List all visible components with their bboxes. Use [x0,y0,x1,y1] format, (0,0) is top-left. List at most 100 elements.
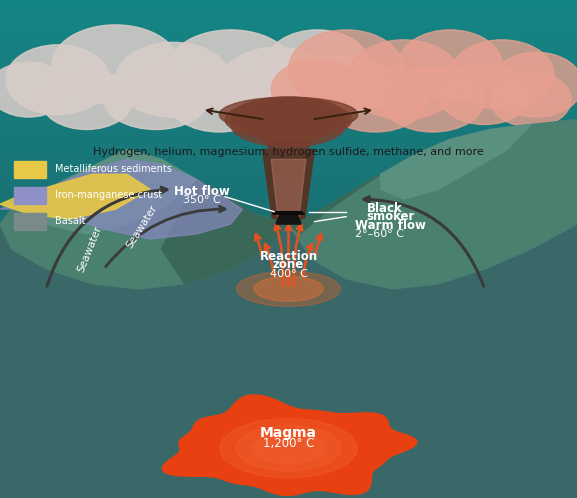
Bar [0,311,577,315]
Ellipse shape [236,425,341,471]
Bar [0,432,577,436]
Ellipse shape [381,67,485,132]
Bar [0,457,577,461]
Bar [0,174,577,178]
Bar [0,187,577,191]
Ellipse shape [6,45,110,115]
Bar [0,407,577,411]
Ellipse shape [242,100,335,139]
Bar [0,58,577,62]
Bar [0,29,577,33]
Bar [0,33,577,37]
Bar [0,377,577,382]
Bar [0,166,577,170]
Bar [0,349,577,353]
Bar [0,427,577,432]
Ellipse shape [346,40,462,120]
Ellipse shape [231,105,346,134]
Bar [0,37,577,41]
Bar [0,87,577,91]
Bar [0,444,577,448]
Bar [0,149,577,153]
Polygon shape [288,174,381,234]
Bar [0,361,577,365]
Text: Reaction: Reaction [260,250,317,263]
Ellipse shape [40,70,133,129]
Text: 400° C: 400° C [269,269,308,279]
Bar [0,224,577,228]
Bar [0,4,577,8]
Bar [0,158,577,162]
Bar [0,423,577,427]
Bar [0,469,577,473]
Bar [0,195,577,199]
Ellipse shape [254,112,323,147]
Bar [0,257,577,261]
Ellipse shape [252,432,325,464]
Bar [0,54,577,58]
Bar [0,299,577,303]
Bar [0,440,577,444]
Bar [14,161,46,178]
Bar [0,394,577,398]
Ellipse shape [167,30,294,110]
Polygon shape [276,214,301,224]
Bar [0,12,577,16]
Polygon shape [272,212,305,214]
Text: 2°–60° C: 2°–60° C [355,229,404,239]
Bar [0,370,577,374]
Bar [0,212,577,216]
Text: Magma: Magma [260,426,317,440]
Bar [0,79,577,83]
Polygon shape [271,159,306,219]
Bar [0,16,577,21]
Ellipse shape [323,67,427,132]
Bar [0,41,577,46]
Text: Hot flow: Hot flow [174,185,230,198]
Bar [0,141,577,145]
Bar [0,374,577,377]
Polygon shape [381,124,531,199]
Polygon shape [263,149,314,219]
Polygon shape [162,395,417,496]
Bar [0,0,577,4]
Bar [0,282,577,286]
Text: Metalliferous sediments: Metalliferous sediments [55,164,172,174]
Bar [0,208,577,212]
Bar [0,490,577,494]
Ellipse shape [0,62,69,117]
Ellipse shape [52,25,179,105]
Bar [0,220,577,224]
Text: Basalt: Basalt [55,216,85,226]
Bar [0,104,577,108]
Bar [0,419,577,423]
Bar [0,162,577,166]
Text: Warm flow: Warm flow [355,219,426,232]
Bar [0,411,577,415]
Ellipse shape [265,124,312,154]
Bar [0,91,577,96]
Polygon shape [162,179,288,284]
Polygon shape [0,224,577,498]
Bar [0,108,577,112]
Bar [0,477,577,482]
Bar [0,324,577,328]
Ellipse shape [219,97,358,132]
Bar [0,21,577,25]
Bar [0,121,577,124]
Ellipse shape [231,102,346,147]
Bar [0,436,577,440]
Bar [0,128,577,133]
Polygon shape [0,159,242,239]
Bar [0,486,577,490]
Bar [0,83,577,87]
Bar [0,46,577,50]
Bar [0,473,577,477]
Bar [0,270,577,274]
Bar [0,170,577,174]
Bar [0,228,577,233]
Bar [0,345,577,349]
Bar [0,328,577,332]
Bar [0,332,577,336]
Bar [0,290,577,295]
